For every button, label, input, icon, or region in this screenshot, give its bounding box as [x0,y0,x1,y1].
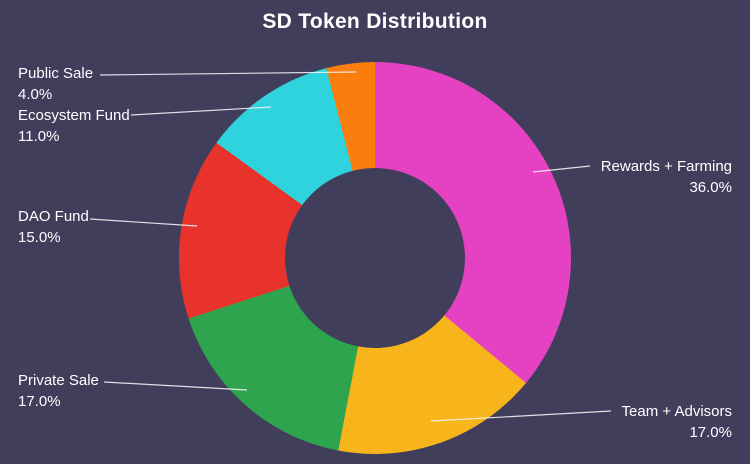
slice-pct-private-sale: 17.0% [18,393,61,410]
callout-ecosystem-fund: Ecosystem Fund 11.0% [18,105,130,147]
slice-label-dao-fund: DAO Fund [18,208,89,225]
callout-team-advisors: Team + Advisors 17.0% [622,401,732,443]
slice-label-public-sale: Public Sale [18,65,94,82]
slice-pct-public-sale: 4.0% [18,86,53,103]
callout-public-sale: Public Sale 4.0% [18,63,93,105]
slice-pct-team-advisors: 17.0% [689,424,732,441]
callout-private-sale: Private Sale 17.0% [18,370,99,412]
chart-title: SD Token Distribution [262,10,488,33]
slice-label-team-advisors: Team + Advisors [621,403,732,420]
slice-label-rewards-farming: Rewards + Farming [600,158,732,175]
slice-label-private-sale: Private Sale [18,372,99,389]
slice-pct-ecosystem-fund: 11.0% [18,128,60,145]
callout-rewards-farming: Rewards + Farming 36.0% [601,156,732,198]
callout-dao-fund: DAO Fund 15.0% [18,206,89,248]
slice-pct-dao-fund: 15.0% [18,229,61,246]
slice-label-ecosystem-fund: Ecosystem Fund [18,107,130,124]
slice-pct-rewards-farming: 36.0% [689,179,732,196]
donut-hole [285,168,465,348]
